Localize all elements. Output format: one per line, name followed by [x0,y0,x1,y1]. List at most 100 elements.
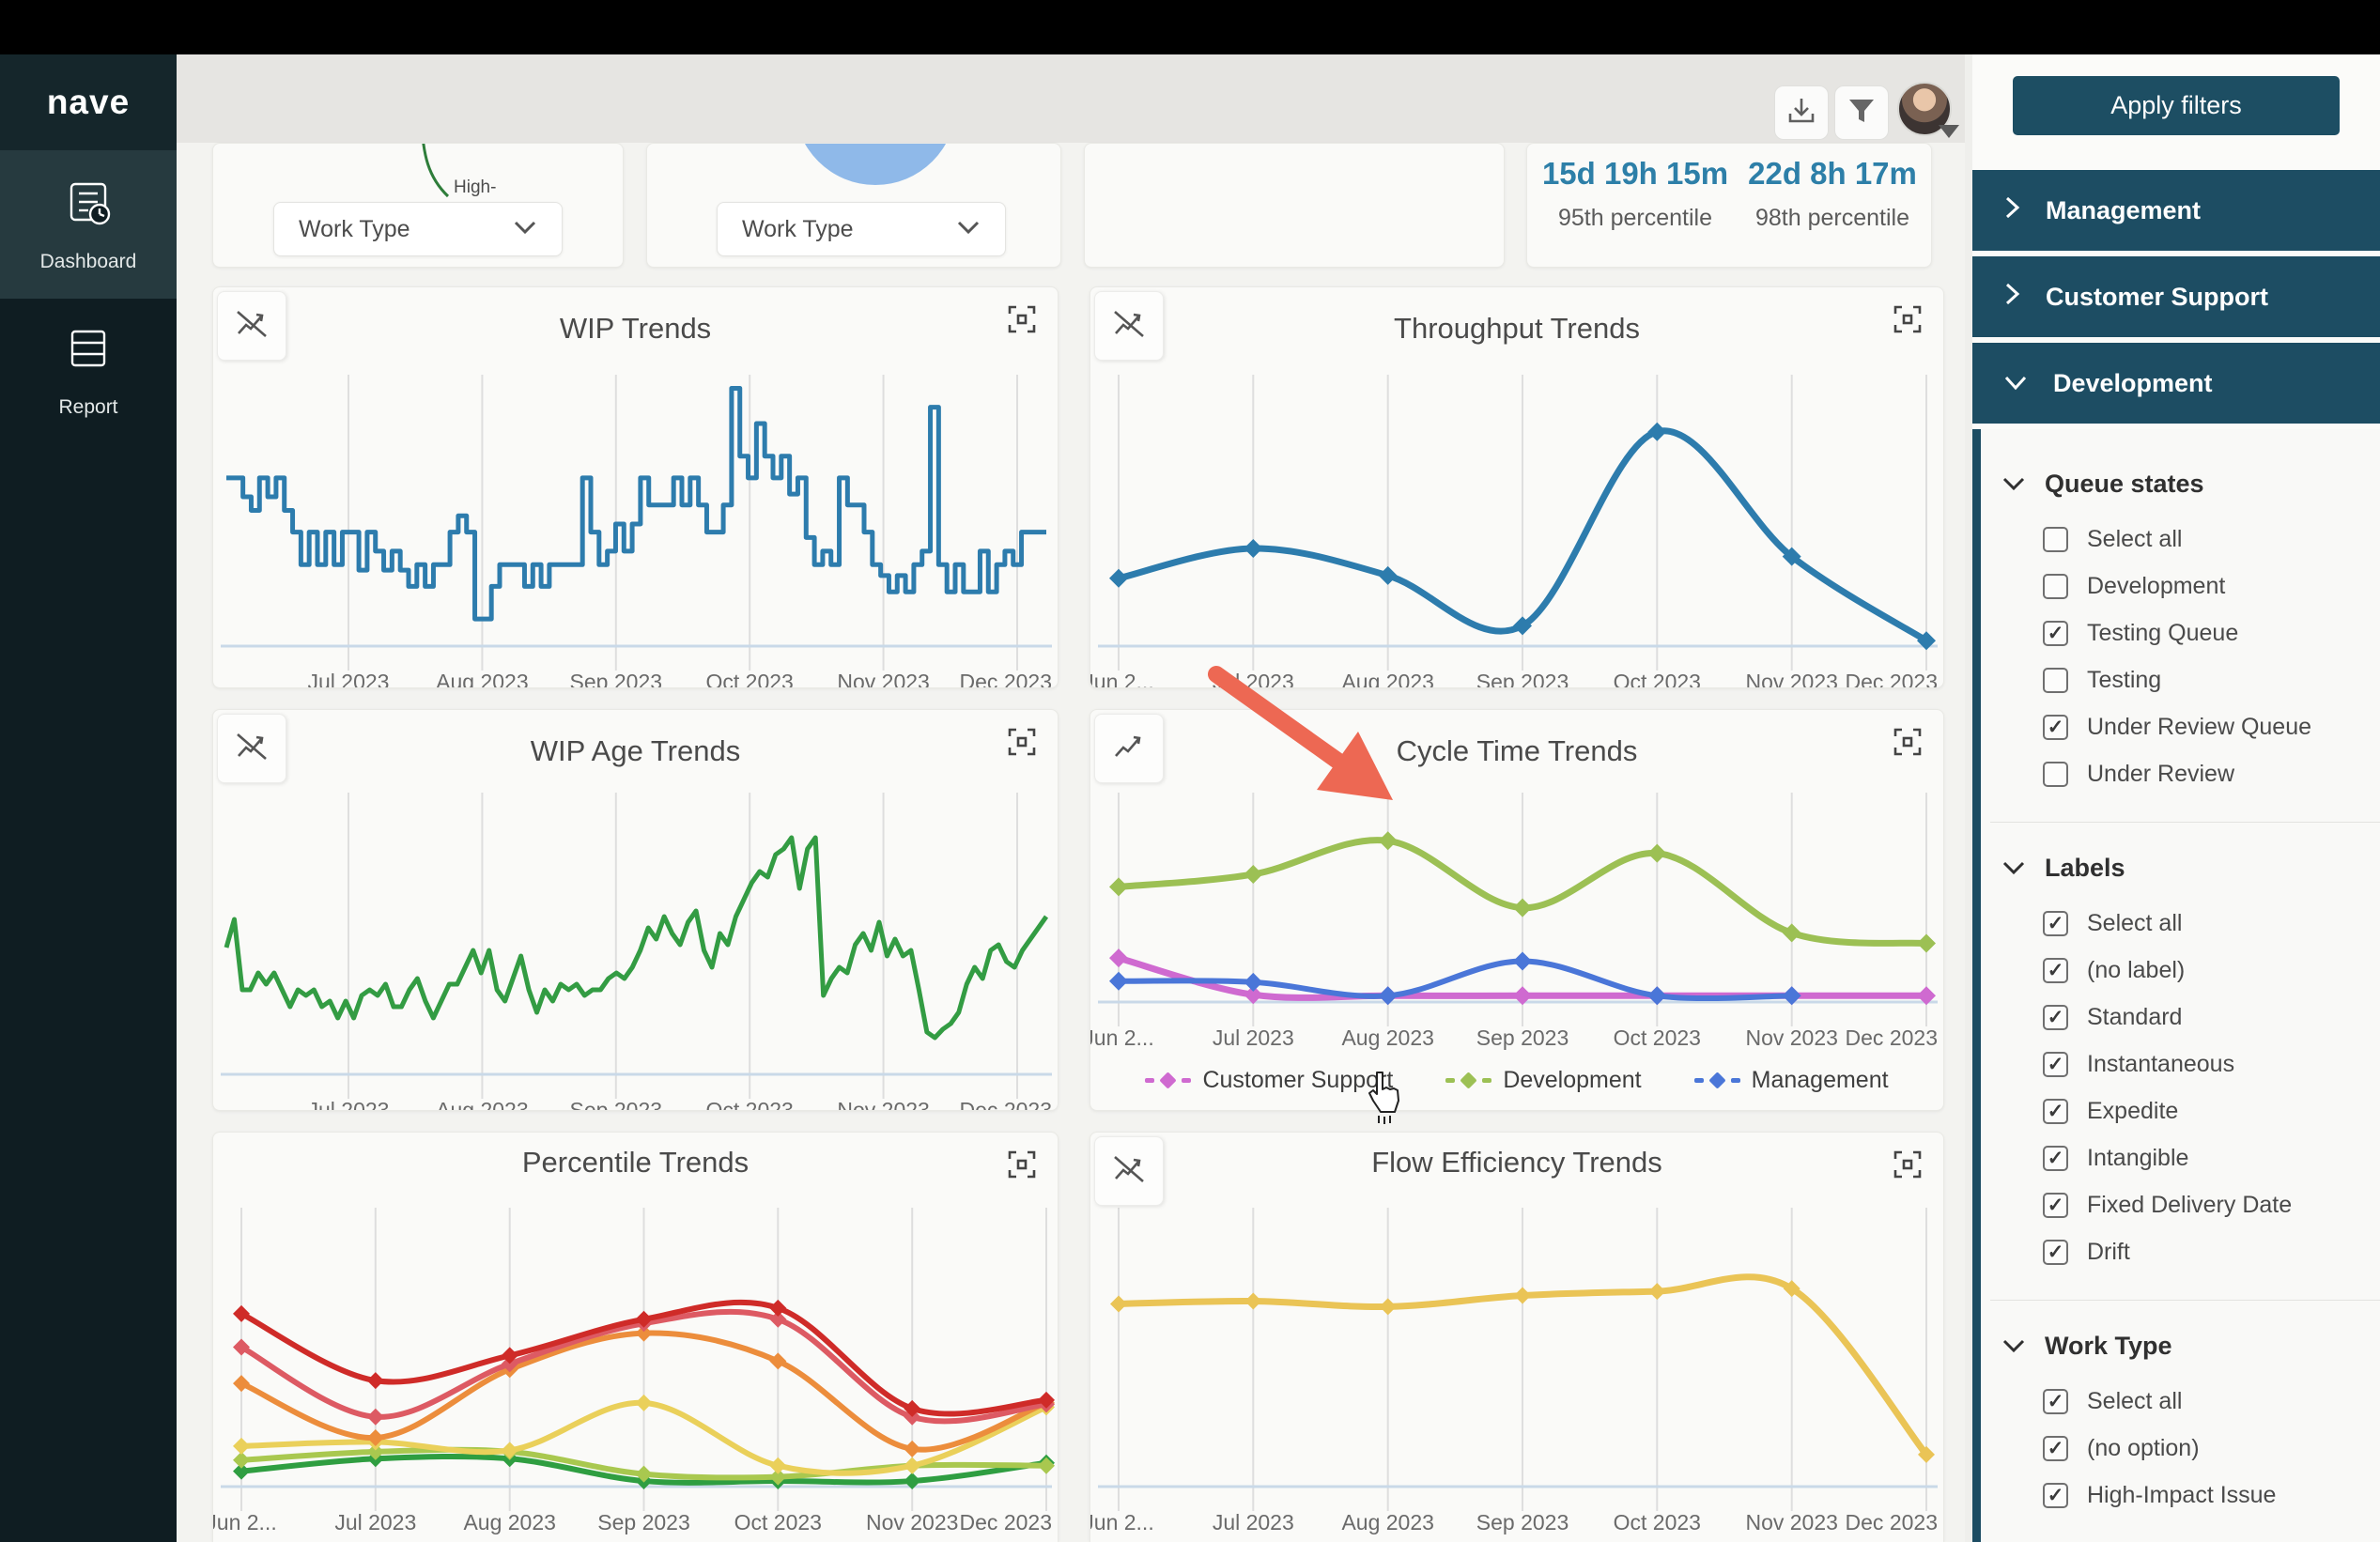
checkbox-row[interactable]: ✓ Expedite [1981,1087,2380,1134]
fullscreen-button[interactable] [1889,1148,1926,1185]
svg-text:Jun 2...: Jun 2... [1090,1025,1154,1050]
svg-text:Sep 2023: Sep 2023 [570,1098,662,1111]
checkbox-row[interactable]: ✓ Standard [1981,994,2380,1041]
checkbox: ✓ [2043,1145,2068,1171]
sidebar-item-label: Dashboard [39,250,137,272]
checkbox-row[interactable]: ✓ Fixed Delivery Date [1981,1181,2380,1228]
legend-item[interactable]: Development [1445,1067,1642,1094]
flow-efficiency-trends-card: Jun 2... Jul 2023 Aug 2023 Sep 2023 Oct 2023… [1090,1132,1944,1542]
svg-text:Oct 2023: Oct 2023 [734,1510,822,1534]
checkbox-row[interactable]: ✓ Under Review Queue [1981,703,2380,750]
avatar-photo [1897,82,1952,136]
checkbox-row[interactable]: ✓ Drift [1981,1228,2380,1275]
svg-text:Aug 2023: Aug 2023 [1341,1025,1433,1050]
download-button[interactable] [1774,85,1829,140]
chevron-down-icon [956,220,981,239]
left-sidebar: nave Dashboard Report [0,54,177,1542]
checkbox-label: Select all [2087,525,2183,552]
section-work-type[interactable]: Work Type [1981,1319,2380,1372]
checkbox: ✓ [2043,714,2068,740]
accordion-customer-support[interactable]: Customer Support [1972,256,2380,337]
checkbox-row[interactable]: ✓ Development [1981,563,2380,609]
checkbox-row[interactable]: ✓ Select all [1981,900,2380,947]
checkbox-row[interactable]: ✓ (no option) [1981,1425,2380,1472]
trend-line-crossed-icon [233,305,270,347]
toggle-trend-button[interactable] [217,714,286,783]
svg-text:Aug 2023: Aug 2023 [1341,1510,1433,1534]
toggle-trend-button[interactable] [1094,1136,1164,1206]
fullscreen-icon [1892,1149,1924,1185]
toggle-trend-button[interactable] [1094,714,1164,783]
cycle-time-trends-chart[interactable]: Jun 2... Jul 2023 Aug 2023 Sep 2023 Oct 2023… [1090,710,1944,1111]
svg-text:Nov 2023: Nov 2023 [1745,670,1837,688]
checkbox-row[interactable]: ✓ Intangible [1981,1134,2380,1181]
chevron-down-icon [2001,854,2026,883]
svg-text:Dec 2023: Dec 2023 [960,670,1052,688]
trend-line-crossed-icon [233,728,270,770]
percentile-metric-95: 15d 19h 15m 95th percentile [1532,156,1739,232]
fullscreen-button[interactable] [1889,725,1926,763]
percentile-trends-chart[interactable]: Jun 2... Jul 2023 Aug 2023 Sep 2023 Oct 2023… [213,1133,1059,1542]
check-icon: ✓ [2047,1147,2064,1169]
checkbox-label: Expedite [2087,1097,2179,1124]
checkbox-row[interactable]: ✓ Instantaneous [1981,1041,2380,1087]
dashboard-header-bar [177,54,1965,143]
wip-age-trends-card: Jul 2023 Aug 2023 Sep 2023 Oct 2023 Nov 2023… [212,709,1059,1111]
checkbox-row[interactable]: ✓ Select all [1981,516,2380,563]
sidebar-item-dashboard[interactable]: Dashboard [0,150,177,299]
fullscreen-button[interactable] [1003,302,1041,340]
checkbox-row[interactable]: ✓ (no label) [1981,947,2380,994]
wip-age-trends-chart[interactable]: Jul 2023 Aug 2023 Sep 2023 Oct 2023 Nov 2023… [213,710,1059,1111]
trend-line-crossed-icon [1110,1150,1148,1193]
checkbox-label: Fixed Delivery Date [2087,1191,2293,1218]
queue-states-list: ✓ Select all ✓ Development ✓ Testing Que… [1981,510,2380,807]
apply-filters-button[interactable]: Apply filters [2013,76,2340,135]
section-queue-states[interactable]: Queue states [1981,457,2380,510]
sidebar-item-report[interactable]: Report [0,299,177,441]
legend-item[interactable]: Management [1693,1067,1889,1094]
metric-label: 98th percentile [1754,205,1909,231]
accordion-management[interactable]: Management [1972,170,2380,251]
checkbox-row[interactable]: ✓ High-Impact Issue [1981,1472,2380,1519]
check-icon: ✓ [2047,622,2064,644]
checkbox-row[interactable]: ✓ Testing [1981,656,2380,703]
svg-text:Sep 2023: Sep 2023 [597,1510,689,1534]
fullscreen-button[interactable] [1889,302,1926,340]
accordion-development[interactable]: Development [1972,343,2380,424]
section-labels[interactable]: Labels [1981,841,2380,894]
svg-text:Oct 2023: Oct 2023 [706,670,794,688]
work-type-dropdown-1[interactable]: Work Type [273,202,563,256]
throughput-trends-chart[interactable]: Jun 2... Jul 2023 Aug 2023 Sep 2023 Oct 2023… [1090,287,1944,688]
fullscreen-button[interactable] [1003,1148,1041,1185]
flow-efficiency-trends-chart[interactable]: Jun 2... Jul 2023 Aug 2023 Sep 2023 Oct 2023… [1090,1133,1944,1542]
checkbox: ✓ [2043,526,2068,552]
chevron-right-icon [2002,194,2021,227]
svg-text:Aug 2023: Aug 2023 [463,1510,555,1534]
checkbox-row[interactable]: ✓ Testing Queue [1981,609,2380,656]
check-icon: ✓ [2047,1053,2064,1075]
checkbox: ✓ [2043,1482,2068,1508]
user-avatar[interactable] [1897,82,1959,140]
filter-button[interactable] [1834,85,1889,140]
section-title: Labels [2045,853,2125,882]
wip-trends-chart[interactable]: Jul 2023 Aug 2023 Sep 2023 Oct 2023 Nov 2023… [213,287,1059,688]
checkbox-row[interactable]: ✓ Select all [1981,1378,2380,1425]
checkbox-label: High-Impact Issue [2087,1481,2277,1508]
toggle-trend-button[interactable] [217,291,286,361]
checkbox-label: Standard [2087,1003,2183,1030]
accordion-label: Development [2053,368,2213,397]
fullscreen-button[interactable] [1003,725,1041,763]
chart-annotation-high: High- [454,177,497,197]
logo-block: nave [0,54,177,150]
checkbox: ✓ [2043,910,2068,936]
checkbox-label: Development [2087,572,2226,599]
cycle-time-trends-card: Jun 2... Jul 2023 Aug 2023 Sep 2023 Oct 2023… [1090,709,1944,1111]
percentile-trends-card: Jun 2... Jul 2023 Aug 2023 Sep 2023 Oct 2023… [212,1132,1059,1542]
work-type-dropdown-2[interactable]: Work Type [717,202,1006,256]
toggle-trend-button[interactable] [1094,291,1164,361]
legend-item[interactable]: Customer Support [1145,1067,1393,1094]
checkbox: ✓ [2043,620,2068,646]
legend-dash [1693,1077,1704,1083]
checkbox-row[interactable]: ✓ Under Review [1981,750,2380,797]
